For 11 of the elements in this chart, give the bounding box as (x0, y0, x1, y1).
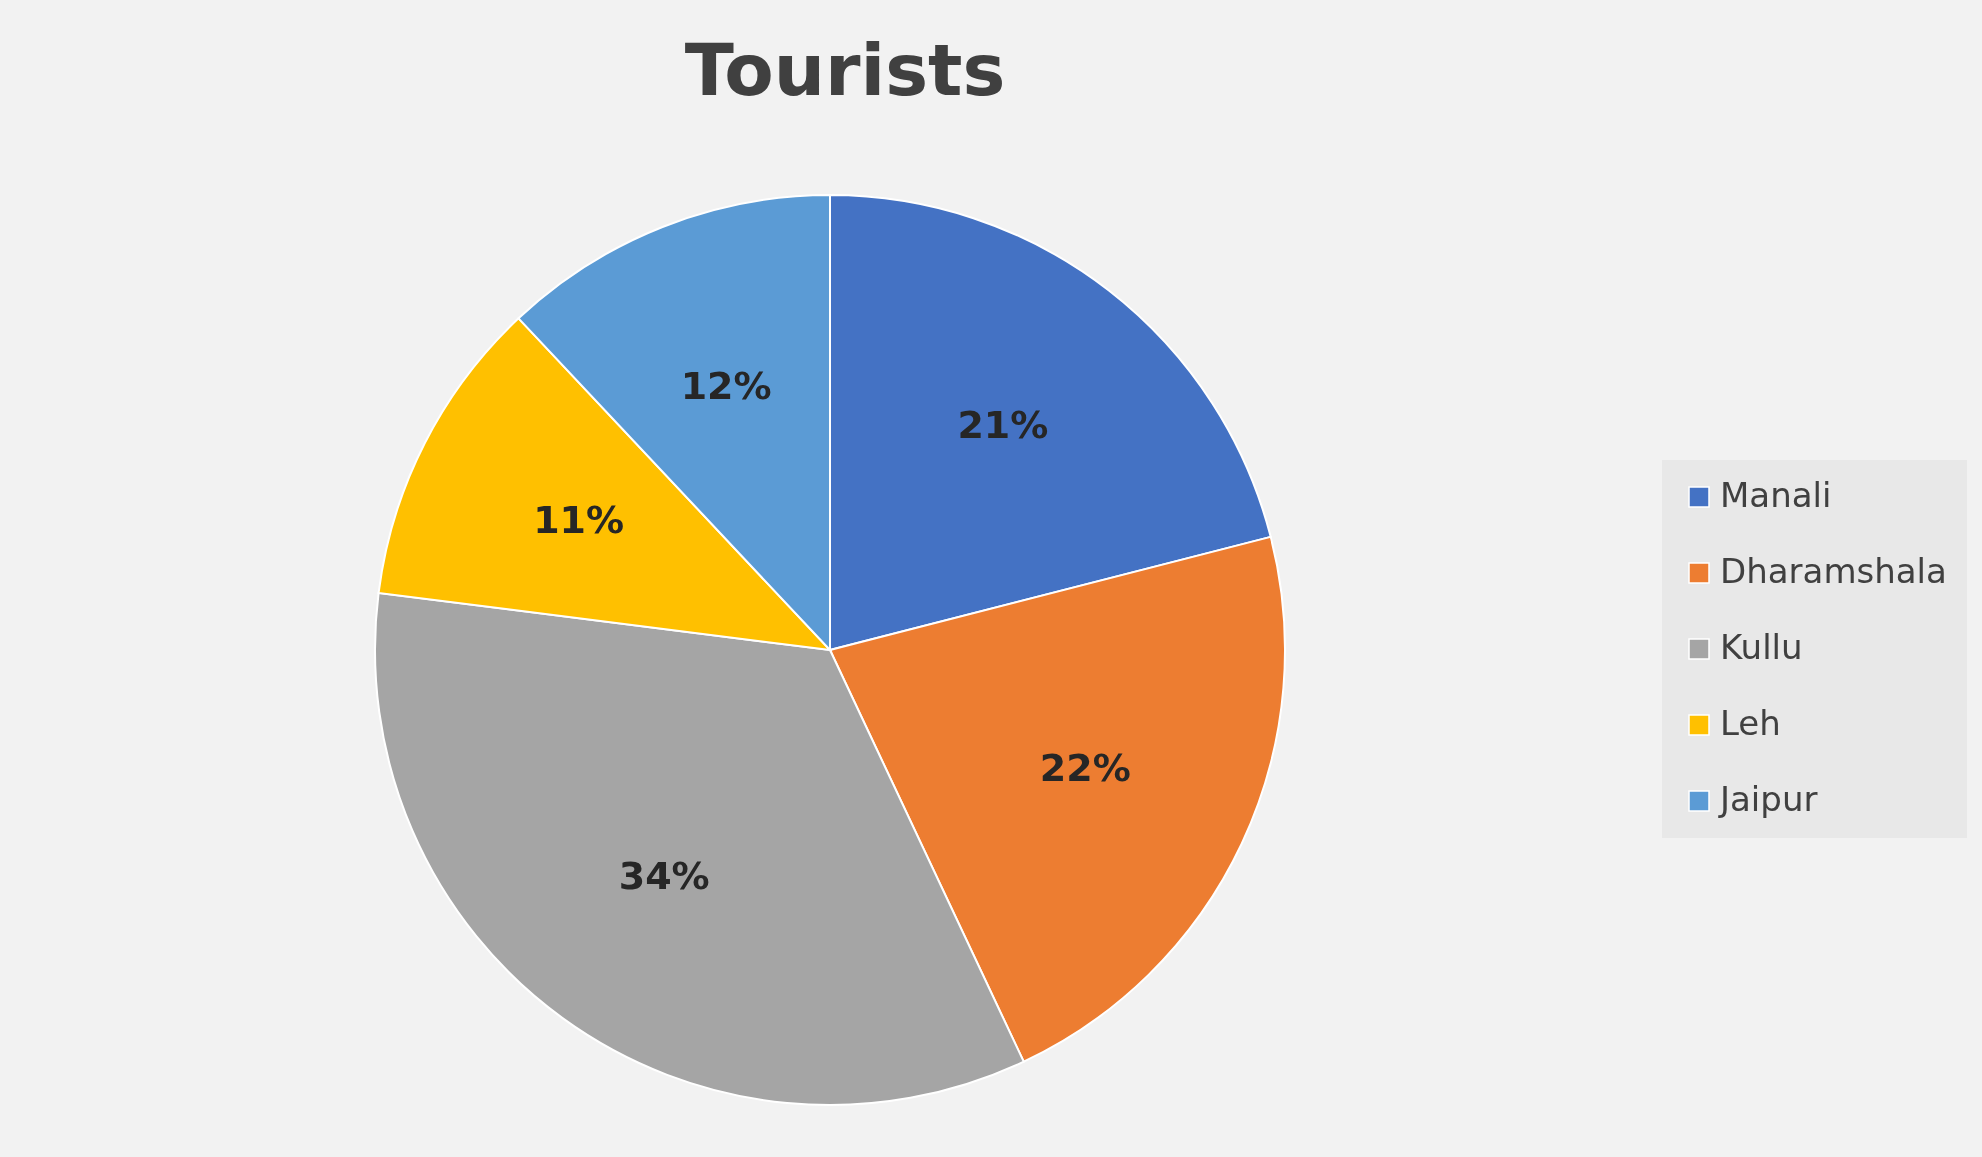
data-label: 22% (1039, 746, 1131, 791)
legend-label: Leh (1720, 703, 1781, 743)
chart-title: Tourists (684, 28, 1006, 112)
legend-label: Dharamshala (1720, 551, 1947, 591)
legend-label: Kullu (1720, 627, 1803, 667)
data-label: 34% (618, 854, 710, 899)
data-label: 11% (533, 497, 625, 542)
data-label: 12% (680, 363, 772, 408)
legend-label: Jaipur (1718, 779, 1818, 819)
data-label: 21% (957, 403, 1049, 448)
legend-label: Manali (1720, 475, 1832, 515)
